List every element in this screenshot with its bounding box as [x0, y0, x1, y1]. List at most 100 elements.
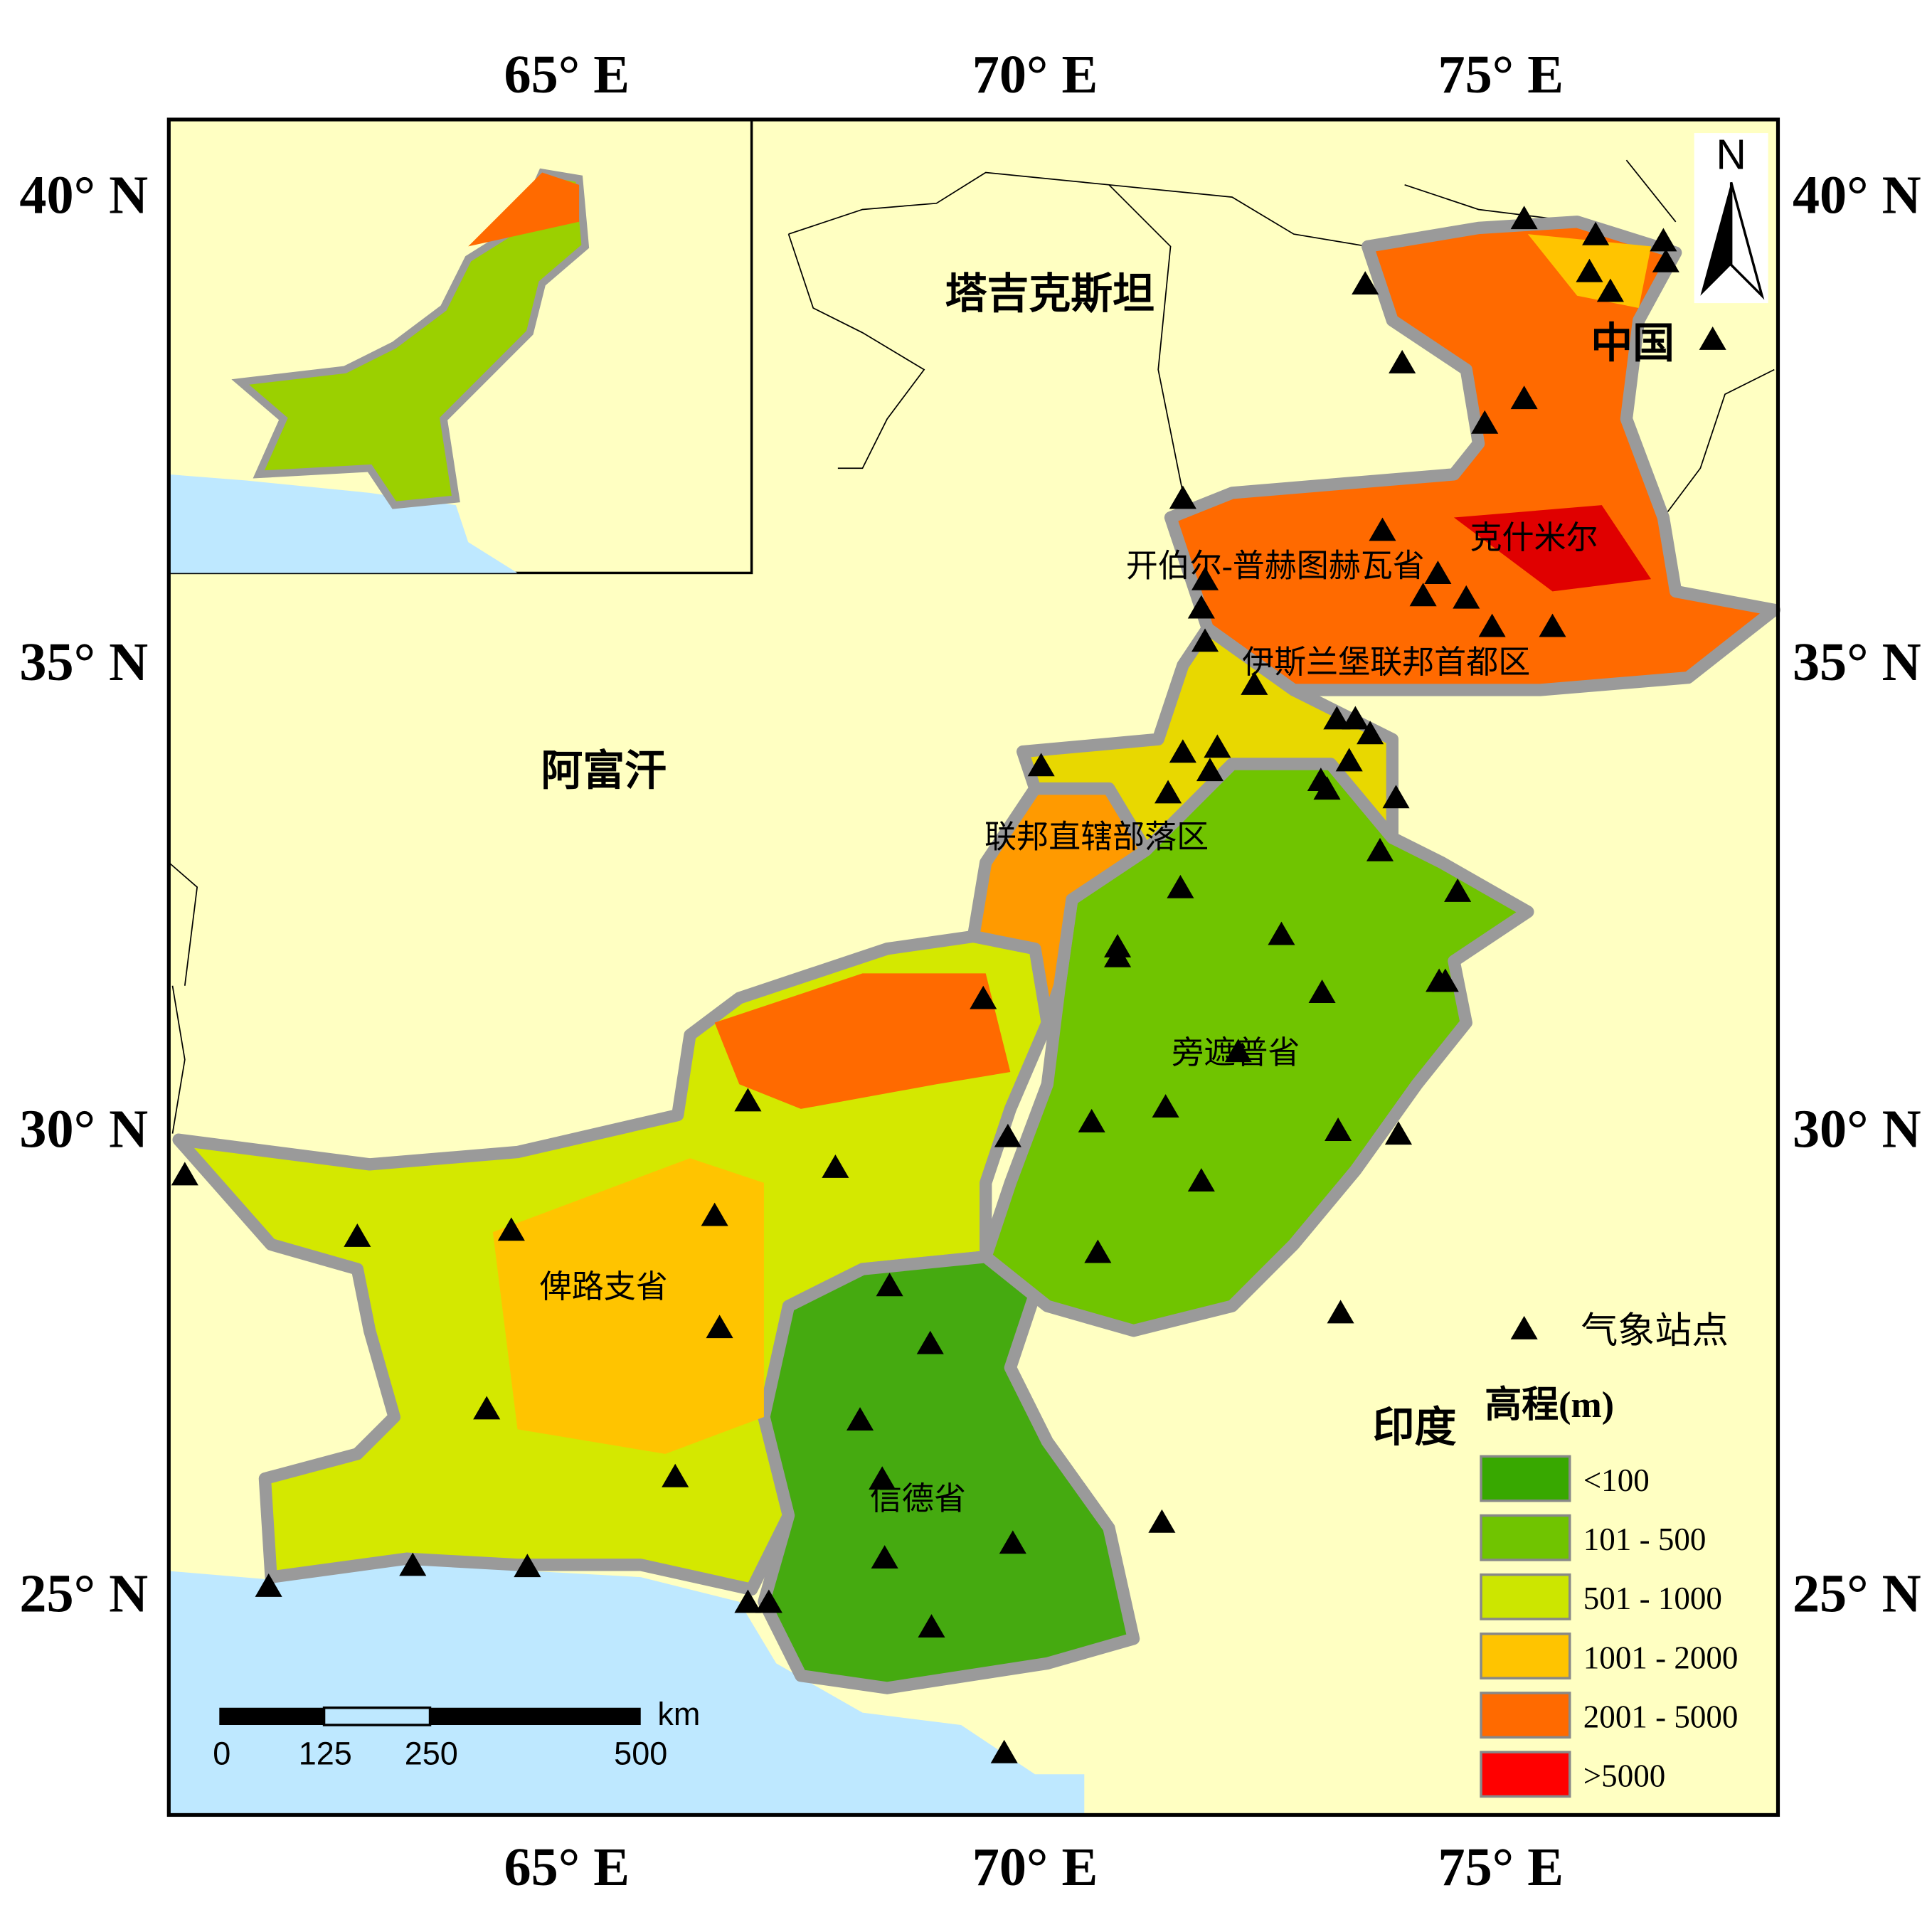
region-label: 开伯尔-普赫图赫瓦省: [1126, 548, 1425, 584]
legend-swatch: [1480, 1692, 1571, 1739]
station: [1342, 706, 1369, 730]
lat-label: 40° N: [1793, 166, 1921, 225]
station: [473, 1396, 501, 1420]
legend-label: >5000: [1583, 1758, 1665, 1794]
lat-label: 30° N: [1793, 1100, 1921, 1159]
station: [1204, 734, 1231, 758]
lon-label: 70° E: [972, 1837, 1098, 1897]
station: [1444, 879, 1472, 902]
station: [1167, 874, 1194, 898]
station: [1366, 837, 1394, 861]
lat-label: 25° N: [19, 1564, 148, 1624]
legend-label: 501 - 1000: [1583, 1581, 1722, 1616]
legend-swatch: [1480, 1573, 1571, 1620]
legend-swatch: [1480, 1633, 1571, 1679]
legend-station-symbol: [1510, 1315, 1538, 1339]
station: [916, 1330, 944, 1354]
station: [1369, 517, 1396, 541]
station: [1510, 386, 1538, 410]
station: [1471, 410, 1499, 434]
station: [255, 1573, 282, 1597]
legend-label: 101 - 500: [1583, 1522, 1707, 1557]
region-label: 信德省: [870, 1481, 966, 1517]
station: [1084, 1239, 1112, 1263]
border: [168, 861, 198, 1134]
station: [1169, 485, 1196, 509]
country-label: 塔吉克斯坦: [945, 271, 1155, 317]
station: [701, 1202, 728, 1226]
station: [1357, 721, 1384, 745]
region-label: 旁遮普省: [1172, 1035, 1300, 1071]
scale-segment: [322, 1707, 432, 1726]
lat-label: 35° N: [1793, 632, 1921, 692]
station: [1313, 776, 1341, 800]
kp: [1017, 622, 1398, 856]
scale-unit: km: [657, 1696, 700, 1732]
station: [1196, 758, 1224, 782]
scale-segment: [430, 1707, 641, 1725]
station: [1323, 706, 1351, 730]
station: [1327, 1300, 1354, 1324]
station: [1152, 1094, 1179, 1118]
station: [755, 1589, 782, 1613]
lon-label: 75° E: [1438, 45, 1564, 105]
station: [1187, 1168, 1215, 1191]
region-labels: 克什米尔 开伯尔-普赫图赫瓦省 伊斯兰堡联邦首都区 联邦直辖部落区 旁遮普省 俾…: [540, 520, 1598, 1517]
station: [876, 1273, 903, 1297]
border: [1662, 368, 1775, 519]
border: [787, 233, 925, 469]
lon-label: 65° E: [504, 45, 630, 105]
station: [1027, 753, 1055, 777]
legend: <100 101 - 500 501 - 1000 1001 - 2000 2001 -…: [1480, 1455, 1739, 1798]
lon-label: 75° E: [1438, 1837, 1564, 1897]
station: [1308, 980, 1336, 1003]
station: [1453, 585, 1480, 609]
station: [1155, 780, 1182, 804]
legend-label: 1001 - 2000: [1583, 1640, 1739, 1675]
station: [918, 1614, 945, 1638]
region-label: 俾路支省: [540, 1269, 668, 1305]
legend-swatch: [1480, 1514, 1571, 1561]
lat-label: 30° N: [19, 1100, 148, 1159]
station: [1335, 748, 1363, 772]
station: [1510, 206, 1538, 230]
station: [990, 1739, 1018, 1763]
station: [662, 1463, 689, 1487]
stations: [171, 206, 1726, 1763]
lon-label: 70° E: [972, 45, 1098, 105]
legend-title: 高程(m): [1485, 1384, 1614, 1426]
highland: [714, 973, 1011, 1109]
station: [1191, 566, 1219, 590]
station: [846, 1407, 874, 1431]
station: [1382, 785, 1410, 809]
country-label: 中国: [1591, 320, 1674, 366]
border: [788, 171, 1184, 494]
station: [1325, 1118, 1352, 1141]
station: [1596, 278, 1624, 302]
station: [1268, 921, 1295, 945]
station: [1576, 258, 1603, 282]
station: [1539, 613, 1566, 637]
country-label: 阿富汗: [541, 748, 667, 794]
scale-label: 0: [213, 1735, 230, 1771]
north-label: N: [1716, 132, 1746, 178]
sea: [169, 1564, 1085, 1815]
region-label: 克什米尔: [1470, 520, 1598, 556]
station: [1169, 739, 1196, 763]
scale-label: 125: [299, 1735, 352, 1771]
graticule: 65° E 70° E 75° E 65° E 70° E 75° E 40° …: [19, 45, 1921, 1897]
station: [514, 1554, 541, 1578]
fata: [967, 782, 1152, 1029]
lon-label: 65° E: [504, 1837, 630, 1897]
station: [1409, 583, 1437, 607]
country-labels: 塔吉克斯坦 阿富汗 中国 印度: [541, 271, 1674, 1451]
station: [1148, 1509, 1176, 1533]
lat-label: 25° N: [1793, 1564, 1921, 1624]
inset-country: [231, 168, 590, 509]
station: [1478, 613, 1506, 637]
legend-swatch: [1480, 1751, 1571, 1798]
border: [1108, 184, 1368, 248]
station: [1389, 349, 1416, 373]
station: [822, 1155, 849, 1178]
station: [706, 1315, 733, 1339]
